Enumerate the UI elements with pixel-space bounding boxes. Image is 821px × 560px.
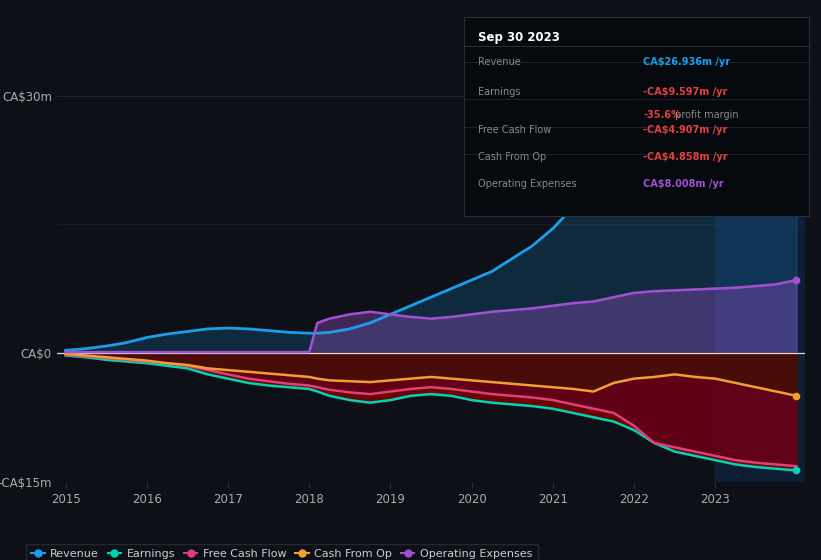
Text: CA$26.936m /yr: CA$26.936m /yr <box>643 57 731 67</box>
Text: -CA$4.907m /yr: -CA$4.907m /yr <box>643 125 727 135</box>
Text: Earnings: Earnings <box>478 87 521 97</box>
Text: -CA$9.597m /yr: -CA$9.597m /yr <box>643 87 727 97</box>
Text: Revenue: Revenue <box>478 57 521 67</box>
Text: Sep 30 2023: Sep 30 2023 <box>478 31 560 44</box>
Point <box>790 276 803 284</box>
Text: Free Cash Flow: Free Cash Flow <box>478 125 551 135</box>
Point <box>790 466 803 475</box>
Text: -CA$4.858m /yr: -CA$4.858m /yr <box>643 152 727 162</box>
Bar <box>715 78 805 482</box>
Legend: Revenue, Earnings, Free Cash Flow, Cash From Op, Operating Expenses: Revenue, Earnings, Free Cash Flow, Cash … <box>25 544 538 560</box>
Text: Cash From Op: Cash From Op <box>478 152 546 162</box>
Point <box>790 87 803 96</box>
Point <box>790 391 803 400</box>
Text: Operating Expenses: Operating Expenses <box>478 179 576 189</box>
Text: -35.6%: -35.6% <box>643 110 681 120</box>
Text: CA$8.008m /yr: CA$8.008m /yr <box>643 179 724 189</box>
Text: profit margin: profit margin <box>672 110 739 120</box>
